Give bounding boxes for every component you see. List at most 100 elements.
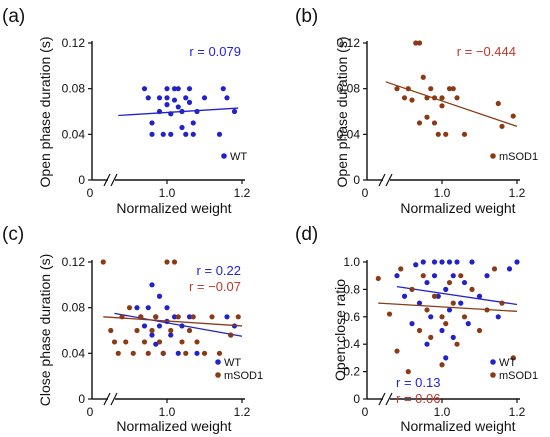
panel-d-point bbox=[458, 273, 464, 279]
panel-b-y-tick-label: 0 bbox=[353, 173, 360, 187]
panel-b-point bbox=[454, 95, 460, 101]
panel-a-point bbox=[186, 86, 193, 92]
panel-c-legend-label: WT bbox=[224, 357, 241, 369]
panel-d-point bbox=[510, 355, 516, 361]
panel-b-correlation-label: r = −0.444 bbox=[457, 44, 516, 59]
panel-d-fit-line bbox=[396, 286, 518, 306]
panel-d-point bbox=[409, 286, 415, 292]
panel-b-x-tick-label: 1.0 bbox=[434, 186, 451, 200]
panel-d-point bbox=[409, 321, 415, 327]
panel-d-point bbox=[450, 334, 456, 340]
panel-d-legend-label: WT bbox=[499, 357, 516, 369]
panel-d-legend-marker bbox=[490, 359, 496, 365]
panel-a-point bbox=[224, 95, 230, 101]
panel-d-y-tick-label: 0.4 bbox=[343, 337, 360, 351]
panel-c-point bbox=[168, 327, 174, 334]
panel-d-y-tick-label: 1.0 bbox=[343, 255, 360, 269]
panel-c-point bbox=[168, 332, 174, 338]
panel-d-x-tick-label: 1.2 bbox=[509, 405, 526, 419]
panel-b: (b) Open phase duration (s) Normalized w… bbox=[295, 6, 538, 216]
panel-a-point bbox=[175, 86, 181, 92]
panel-b-point bbox=[424, 114, 430, 120]
panel-c-point bbox=[209, 314, 215, 320]
panel-d-point bbox=[439, 314, 445, 320]
panel-d-fit-line bbox=[378, 302, 518, 312]
panel-d-point bbox=[454, 259, 460, 265]
panel-a-point bbox=[190, 120, 196, 126]
panel-b-x-tick-label: 1.2 bbox=[509, 186, 526, 200]
panel-d-point bbox=[514, 259, 520, 265]
panel-c-point bbox=[164, 305, 170, 311]
panel-d-y-tick-label: 0.6 bbox=[343, 310, 360, 324]
panel-a-point bbox=[220, 86, 226, 92]
panel-c-correlation-label: r = 0.22 bbox=[197, 263, 241, 278]
panel-d-correlation-label: r = 0.06 bbox=[396, 391, 440, 406]
panel-d-point bbox=[443, 286, 449, 292]
panel-a-point bbox=[186, 99, 193, 105]
panel-d-point bbox=[446, 307, 453, 313]
panel-a-legend-marker bbox=[221, 153, 227, 159]
panel-b-point bbox=[435, 131, 441, 137]
panel-d-point bbox=[416, 300, 423, 306]
panel-d-point bbox=[398, 266, 404, 272]
panel-c-point bbox=[145, 350, 151, 356]
panel-a-correlation-label: r = 0.079 bbox=[189, 44, 241, 59]
panel-d-legend-label: mSOD1 bbox=[499, 370, 538, 382]
panel-d-label: (d) bbox=[295, 224, 318, 245]
panel-b-axis-break-mark bbox=[378, 173, 386, 187]
panel-d-point bbox=[465, 321, 471, 327]
panel-b-point bbox=[416, 120, 423, 126]
panel-b-y-tick-label: 0.12 bbox=[337, 36, 361, 50]
panel-b-point bbox=[439, 95, 445, 101]
panel-d-point bbox=[443, 321, 449, 327]
panel-b-point bbox=[428, 86, 434, 92]
panel-d-point bbox=[454, 341, 460, 347]
panel-d-point bbox=[424, 341, 430, 347]
panel-d-point bbox=[469, 259, 475, 265]
panel-d-y-axis-label: Open:close ratio bbox=[332, 279, 348, 381]
panel-d-point bbox=[506, 266, 513, 272]
panel-a-point bbox=[149, 120, 155, 126]
panel-d-point bbox=[461, 314, 468, 320]
panel-c-legend-marker bbox=[215, 372, 221, 378]
panel-d-point bbox=[405, 369, 411, 375]
panel-c-point bbox=[201, 350, 208, 356]
panel-c-point bbox=[175, 350, 181, 356]
panel-a-x-tick-label: 1.0 bbox=[159, 186, 176, 200]
panel-b-point bbox=[416, 40, 423, 46]
panel-a-point bbox=[171, 86, 178, 92]
panel-d-point bbox=[499, 300, 505, 306]
panel-a-point bbox=[190, 131, 196, 137]
panel-c-legend-marker bbox=[215, 359, 221, 365]
panel-d-legend-marker bbox=[490, 372, 496, 378]
panel-a-point bbox=[168, 131, 174, 137]
panel-a-axis-break-mark bbox=[110, 173, 118, 187]
panel-a: (a) Open phase duration (s) Normalized w… bbox=[2, 6, 251, 216]
panel-d-axis-break-mark bbox=[378, 392, 386, 406]
panel-b-y-tick-label: 0.04 bbox=[337, 127, 361, 141]
panel-c-point bbox=[145, 305, 151, 311]
panel-c-y-tick-label: 0 bbox=[78, 392, 85, 406]
panel-a-point bbox=[149, 131, 155, 137]
panel-d-point bbox=[394, 348, 400, 354]
panel-d-point bbox=[375, 275, 381, 282]
panel-c-x-tick-label: 1.2 bbox=[234, 405, 251, 419]
panel-b-point bbox=[431, 120, 438, 126]
panel-c-fit-line bbox=[114, 312, 243, 337]
panel-c-point bbox=[153, 341, 159, 347]
panel-c-y-tick-label: 0.12 bbox=[62, 255, 86, 269]
panel-c-point bbox=[108, 327, 114, 334]
panel-d-point bbox=[394, 273, 400, 279]
panel-a-point bbox=[164, 102, 170, 108]
panel-d-point bbox=[450, 273, 456, 279]
panel-d-x-tick-label: 0 bbox=[362, 405, 369, 419]
panel-d-point bbox=[435, 293, 441, 299]
panel-a-point bbox=[183, 95, 189, 101]
panel-c-point bbox=[194, 339, 200, 345]
panel-c-correlation-label: r = −0.07 bbox=[189, 279, 241, 294]
panel-a-point bbox=[175, 104, 181, 110]
panel-c-x-tick-label: 1.0 bbox=[159, 405, 176, 419]
panel-c-x-tick-label: 0 bbox=[87, 405, 94, 419]
panel-c-point bbox=[134, 305, 140, 311]
